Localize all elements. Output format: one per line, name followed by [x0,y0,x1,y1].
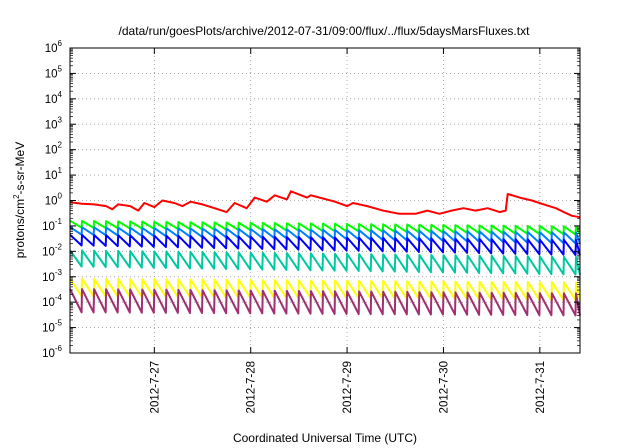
series-layer [69,190,581,317]
y-tick-label: 100 [45,192,63,208]
x-tick-label: 2012-7-28 [246,361,258,413]
y-tick-label: 106 [45,39,63,55]
y-tick-label: 103 [45,115,63,131]
y-tick-label: 10-2 [42,242,62,258]
x-tick-label: 2012-7-29 [342,361,354,413]
y-tick-label: 10-5 [42,319,62,335]
y-tick-label: 101 [45,166,63,182]
y-tick-label: 10-6 [42,344,62,360]
y-axis-label-main: protons/cm [13,199,27,258]
y-tick-label: 104 [45,90,63,106]
series-line-2 [69,219,581,236]
chart-title: /data/run/goesPlots/archive/2012-07-31/0… [119,24,531,38]
y-tick-label: 10-3 [42,268,62,284]
series-line-6 [69,277,581,301]
y-tick-label: 105 [45,64,63,80]
series-line-7 [69,288,581,317]
y-tick-label: 10-4 [42,293,62,309]
y-axis-label-rest: -s-sr-MeV [13,142,27,195]
y-axis-label-sup: 2 [12,194,21,199]
ticks: 10-6 10-5 10-4 10-3 10-2 10-1 100 101 102 103 104 1… [42,39,580,413]
series-line-1 [69,190,581,219]
x-tick-label: 2012-7-31 [535,361,547,413]
y-tick-label: 102 [45,141,63,157]
x-axis-label: Coordinated Universal Time (UTC) [233,431,417,445]
y-axis-label: protons/cm2-s-sr-MeV [12,142,27,258]
y-tick-label: 10-1 [42,217,62,233]
x-tick-label: 2012-7-27 [149,361,161,413]
series-line-3 [69,226,581,245]
series-line-4 [69,233,581,256]
x-tick-label: 2012-7-30 [438,361,450,413]
series-line-5 [69,249,581,276]
